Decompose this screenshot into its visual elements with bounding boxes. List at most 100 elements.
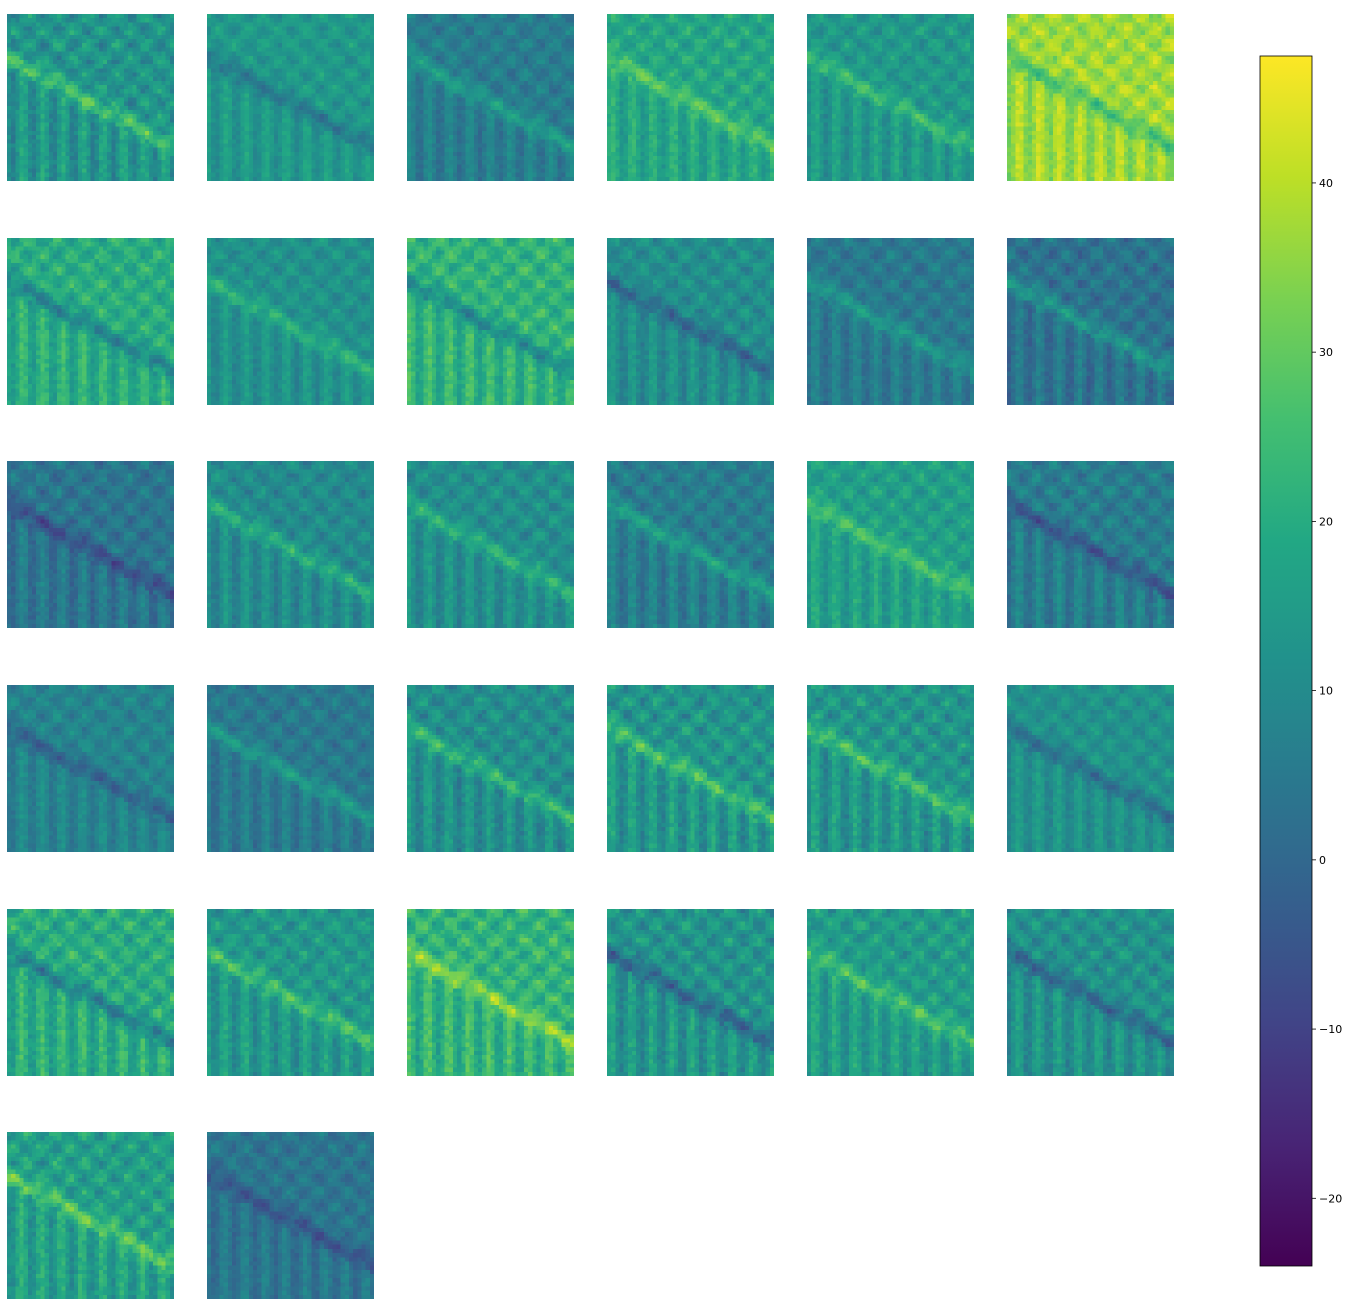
- heatmap-cell: [432, 84, 437, 90]
- heatmap-cell: [261, 114, 266, 119]
- heatmap-cell: [515, 51, 521, 57]
- heatmap-cell: [565, 59, 571, 65]
- heatmap-cell: [15, 139, 20, 144]
- heatmap-cell: [323, 76, 329, 82]
- heatmap-cell: [44, 151, 50, 157]
- heatmap-cell: [240, 130, 245, 136]
- heatmap-cell: [140, 101, 146, 107]
- heatmap-cell: [11, 126, 16, 132]
- heatmap-cell: [128, 34, 133, 40]
- heatmap-cell: [52, 26, 58, 31]
- heatmap-cell: [282, 80, 287, 86]
- heatmap-cell: [86, 93, 91, 98]
- heatmap-cell: [282, 39, 287, 44]
- heatmap-cell: [232, 176, 237, 181]
- heatmap-cell: [544, 147, 550, 153]
- heatmap-cell: [36, 51, 41, 57]
- heatmap-cell: [77, 84, 83, 90]
- heatmap-cell: [277, 80, 283, 86]
- heatmap-cell: [7, 168, 12, 173]
- heatmap-cell: [528, 155, 533, 161]
- heatmap-cell: [440, 39, 445, 44]
- heatmap-cell: [273, 80, 279, 86]
- heatmap-cell: [48, 155, 54, 161]
- heatmap-cell: [57, 105, 62, 111]
- heatmap-cell: [98, 114, 104, 119]
- heatmap-cell: [569, 114, 574, 119]
- heatmap-cell: [86, 14, 91, 19]
- heatmap-cell: [94, 68, 100, 73]
- heatmap-cell: [298, 47, 304, 52]
- heatmap-cell: [307, 76, 312, 82]
- heatmap-cell: [436, 26, 441, 31]
- heatmap-cell: [32, 126, 37, 132]
- heatmap-cell: [48, 126, 54, 132]
- heatmap-cell: [52, 126, 58, 132]
- heatmap-cell: [111, 64, 116, 69]
- heatmap-cell: [477, 84, 483, 90]
- heatmap-cell: [286, 147, 291, 153]
- heatmap-cell: [111, 76, 116, 82]
- heatmap-cell: [348, 110, 354, 115]
- heatmap-cell: [448, 101, 454, 107]
- heatmap-cell: [707, 18, 712, 23]
- heatmap-cell: [357, 64, 362, 69]
- heatmap-cell: [353, 155, 358, 161]
- heatmap-cell: [65, 22, 70, 27]
- heatmap-cell: [77, 168, 83, 173]
- heatmap-cell: [482, 101, 487, 107]
- heatmap-cell: [211, 26, 216, 31]
- heatmap-cell: [536, 176, 541, 181]
- heatmap-cell: [15, 114, 20, 119]
- heatmap-cell: [565, 172, 571, 178]
- feature-map-image: [207, 14, 374, 181]
- heatmap-cell: [561, 89, 566, 94]
- heatmap-cell: [311, 172, 316, 178]
- heatmap-cell: [232, 139, 237, 144]
- heatmap-cell: [265, 105, 270, 111]
- heatmap-cell: [436, 160, 441, 165]
- heatmap-cell: [348, 22, 354, 27]
- heatmap-cell: [244, 55, 250, 61]
- heatmap-cell: [257, 89, 262, 94]
- heatmap-cell: [361, 168, 366, 173]
- heatmap-cell: [553, 172, 558, 178]
- heatmap-cell: [290, 126, 295, 132]
- heatmap-cell: [344, 97, 350, 102]
- heatmap-cell: [40, 93, 45, 98]
- heatmap-cell: [244, 97, 250, 102]
- heatmap-cell: [223, 139, 229, 144]
- heatmap-cell: [248, 55, 254, 61]
- heatmap-cell: [236, 80, 241, 86]
- heatmap-cell: [52, 18, 58, 23]
- heatmap-cell: [240, 172, 245, 178]
- heatmap-cell: [73, 126, 79, 132]
- heatmap-cell: [357, 68, 362, 73]
- heatmap-cell: [153, 22, 158, 27]
- heatmap-cell: [457, 47, 462, 52]
- heatmap-cell: [336, 72, 341, 77]
- heatmap-cell: [344, 80, 350, 86]
- heatmap-cell: [44, 147, 50, 153]
- heatmap-cell: [273, 114, 279, 119]
- heatmap-cell: [328, 18, 333, 23]
- heatmap-cell: [257, 47, 262, 52]
- heatmap-cell: [73, 84, 79, 90]
- heatmap-cell: [532, 118, 537, 123]
- heatmap-cell: [286, 143, 291, 148]
- heatmap-cell: [361, 155, 366, 161]
- heatmap-cell: [723, 14, 729, 19]
- heatmap-cell: [82, 155, 87, 161]
- heatmap-cell: [465, 126, 470, 132]
- heatmap-cell: [90, 172, 95, 178]
- heatmap-cell: [86, 160, 91, 165]
- heatmap-cell: [257, 22, 262, 27]
- heatmap-cell: [273, 139, 279, 144]
- heatmap-cell: [7, 68, 12, 73]
- heatmap-cell: [561, 176, 566, 181]
- heatmap-cell: [61, 59, 66, 65]
- heatmap-cell: [40, 110, 45, 115]
- heatmap-cell: [248, 22, 254, 27]
- heatmap-cell: [477, 135, 483, 140]
- heatmap-cell: [415, 143, 420, 148]
